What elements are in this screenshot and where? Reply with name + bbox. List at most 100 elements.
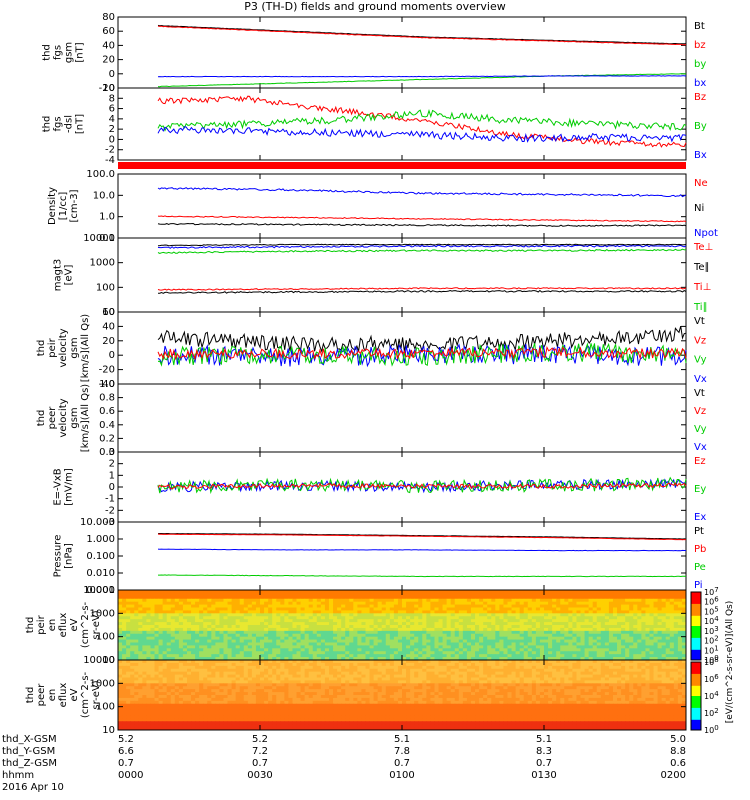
spectrogram-cell — [316, 595, 322, 600]
spectrogram-cell — [442, 668, 448, 673]
spectrogram-cell — [381, 633, 387, 638]
spectrogram-cell — [588, 598, 594, 603]
spectrogram-cell — [158, 642, 164, 646]
spectrogram-cell — [402, 651, 407, 655]
spectrogram-cell — [288, 601, 293, 606]
spectrogram-cell — [255, 665, 261, 670]
spectrogram-cell — [414, 639, 419, 643]
spectrogram-cell — [296, 645, 302, 649]
spectrogram-cell — [438, 654, 444, 658]
spectrogram-cell — [503, 680, 508, 684]
spectrogram-cell — [174, 680, 180, 684]
spectrogram-cell — [365, 607, 371, 611]
spectrogram-cell — [515, 627, 521, 632]
spectrogram-cell — [442, 622, 448, 626]
spectrogram-cell — [641, 674, 646, 678]
spectrogram-cell — [162, 686, 168, 690]
spectrogram-cell — [462, 610, 468, 614]
spectrogram-cell — [495, 610, 500, 614]
spectrogram-cell — [138, 642, 143, 646]
spectrogram-cell — [227, 625, 233, 629]
spectrogram-cell — [592, 636, 598, 641]
spectrogram-cell — [556, 610, 561, 614]
spectrogram-cell — [284, 601, 289, 606]
spectrogram-cell — [328, 680, 334, 684]
spectrogram-cell — [450, 633, 456, 638]
spectrogram-cell — [182, 654, 188, 658]
spectrogram-cell — [402, 662, 407, 667]
spectrogram-cell — [600, 651, 606, 655]
spectrogram-cell — [255, 674, 261, 678]
spectrogram-cell — [316, 662, 322, 667]
spectrogram-cell — [633, 627, 638, 632]
spectrogram-cell — [300, 625, 306, 629]
spectrogram-cell — [126, 654, 131, 658]
spectrogram-cell — [130, 607, 135, 611]
spectrogram-cell — [276, 662, 281, 667]
spectrogram-cell — [357, 633, 362, 638]
spectrogram-cell — [430, 636, 435, 641]
spectrogram-cell — [617, 604, 622, 608]
spectrogram-cell — [162, 671, 168, 676]
spectrogram-cell — [150, 598, 156, 603]
spectrogram-cell — [531, 604, 537, 608]
spectrogram-cell — [479, 674, 484, 678]
spectrogram-cell — [612, 660, 618, 664]
spectrogram-cell — [653, 657, 659, 661]
spectrogram-cell — [312, 639, 318, 643]
spectrogram-cell — [211, 601, 216, 606]
spectrogram-cell — [637, 660, 642, 664]
spectrogram-cell — [211, 683, 216, 687]
spectrogram-cell — [389, 668, 395, 673]
spectrogram-cell — [385, 622, 391, 626]
spectrogram-cell — [608, 636, 614, 641]
spectrogram-cell — [410, 619, 415, 623]
spectrogram-cell — [487, 677, 492, 681]
spectrogram-cell — [637, 625, 642, 629]
spectrogram-cell — [641, 610, 646, 614]
spectrogram-cell — [312, 645, 318, 649]
spectrogram-cell — [118, 639, 123, 643]
spectrogram-cell — [239, 619, 245, 623]
spectrogram-cell — [677, 622, 683, 626]
spectrogram-cell — [576, 671, 582, 676]
spectrogram-cell — [333, 607, 338, 611]
spectrogram-cell — [353, 616, 358, 620]
spectrogram-cell — [284, 613, 289, 617]
spectrogram-cell — [353, 683, 358, 687]
spectrogram-cell — [462, 625, 468, 629]
spectrogram-cell — [649, 630, 655, 635]
spectrogram-cell — [479, 651, 484, 655]
spectrogram-cell — [174, 639, 180, 643]
spectrogram-cell — [312, 657, 318, 661]
spectrogram-cell — [272, 595, 277, 600]
spectrogram-cell — [308, 616, 314, 620]
spectrogram-cell — [324, 622, 330, 626]
spectrogram-cell — [556, 671, 561, 676]
spectrogram-cell — [645, 651, 650, 655]
spectrogram-cell — [548, 619, 553, 623]
spectrogram-cell — [641, 648, 646, 652]
spectrogram-cell — [268, 648, 273, 652]
spectrogram-cell — [418, 645, 423, 649]
spectrogram-cell — [410, 639, 415, 643]
spectrogram-cell — [681, 613, 687, 617]
spectrogram-cell — [556, 604, 561, 608]
spectrogram-cell — [523, 633, 529, 638]
spectrogram-cell — [207, 657, 212, 661]
spectrogram-cell — [406, 654, 411, 658]
spectrogram-cell — [219, 680, 224, 684]
spectrogram-cell — [361, 674, 366, 678]
spectrogram-cell — [548, 662, 553, 667]
spectrogram-cell — [166, 633, 172, 638]
spectrogram-cell — [320, 648, 326, 652]
spectrogram-cell — [296, 642, 302, 646]
spectrogram-cell — [434, 630, 440, 635]
spectrogram-cell — [162, 677, 168, 681]
spectrogram-cell — [122, 601, 127, 606]
spectrogram-cell — [243, 683, 249, 687]
spectrogram-cell — [296, 677, 302, 681]
spectrogram-cell — [170, 616, 176, 620]
spectrogram-cell — [134, 627, 139, 632]
spectrogram-cell — [414, 598, 419, 603]
